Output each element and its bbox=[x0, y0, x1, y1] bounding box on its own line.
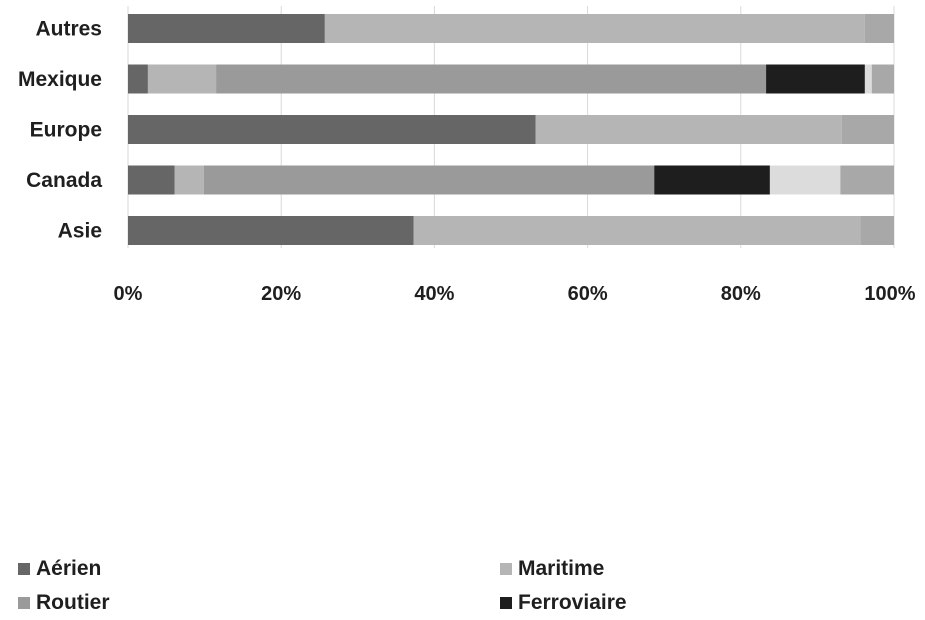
bar-segment bbox=[128, 14, 325, 43]
x-tick-label: 40% bbox=[414, 283, 454, 305]
bar-segment bbox=[860, 216, 894, 245]
legend-swatch bbox=[18, 563, 30, 575]
bar-segment bbox=[174, 165, 204, 195]
bar-segment bbox=[841, 115, 894, 144]
x-tick-label: 60% bbox=[568, 283, 608, 305]
x-tick-label: 20% bbox=[261, 283, 301, 305]
bar-segment bbox=[769, 165, 841, 195]
category-label: Mexique bbox=[18, 68, 102, 91]
legend-label: Routier bbox=[36, 591, 110, 614]
bar-segment bbox=[128, 115, 536, 144]
category-label: Asie bbox=[58, 220, 102, 243]
bar-segment bbox=[535, 115, 842, 144]
bar-segment bbox=[864, 14, 894, 43]
bar-segment bbox=[128, 64, 148, 94]
category-label: Europe bbox=[30, 119, 102, 142]
category-label: Autres bbox=[35, 18, 102, 41]
bar-segment bbox=[413, 216, 861, 245]
x-tick-label: 0% bbox=[114, 283, 143, 305]
bar-segment bbox=[840, 165, 894, 195]
legend-label: Aérien bbox=[36, 557, 101, 580]
category-label: Canada bbox=[26, 169, 102, 192]
bars bbox=[128, 14, 894, 245]
bar-segment bbox=[203, 165, 655, 195]
legend-swatch bbox=[18, 597, 30, 609]
legend-swatch bbox=[500, 597, 512, 609]
legend-swatch bbox=[500, 563, 512, 575]
bar-segment bbox=[147, 64, 217, 94]
bar-segment bbox=[216, 64, 767, 94]
bar-segment bbox=[766, 64, 865, 94]
bar-segment bbox=[871, 64, 894, 94]
legend-label: Ferroviaire bbox=[518, 591, 627, 614]
x-tick-label: 100% bbox=[864, 283, 915, 305]
legend-label: Maritime bbox=[518, 557, 604, 580]
legend: Aérien Maritime Routier Ferroviaire bbox=[18, 557, 627, 614]
category-labels: Autres Mexique Europe Canada Asie bbox=[18, 18, 102, 243]
x-axis-ticks: 0% 20% 40% 60% 80% 100% bbox=[114, 283, 916, 305]
bar-segment bbox=[324, 14, 865, 43]
x-tick-label: 80% bbox=[721, 283, 761, 305]
bar-segment bbox=[128, 216, 414, 245]
bar-segment bbox=[654, 165, 770, 195]
bar-segment bbox=[128, 165, 175, 195]
bar-segment bbox=[864, 64, 872, 94]
